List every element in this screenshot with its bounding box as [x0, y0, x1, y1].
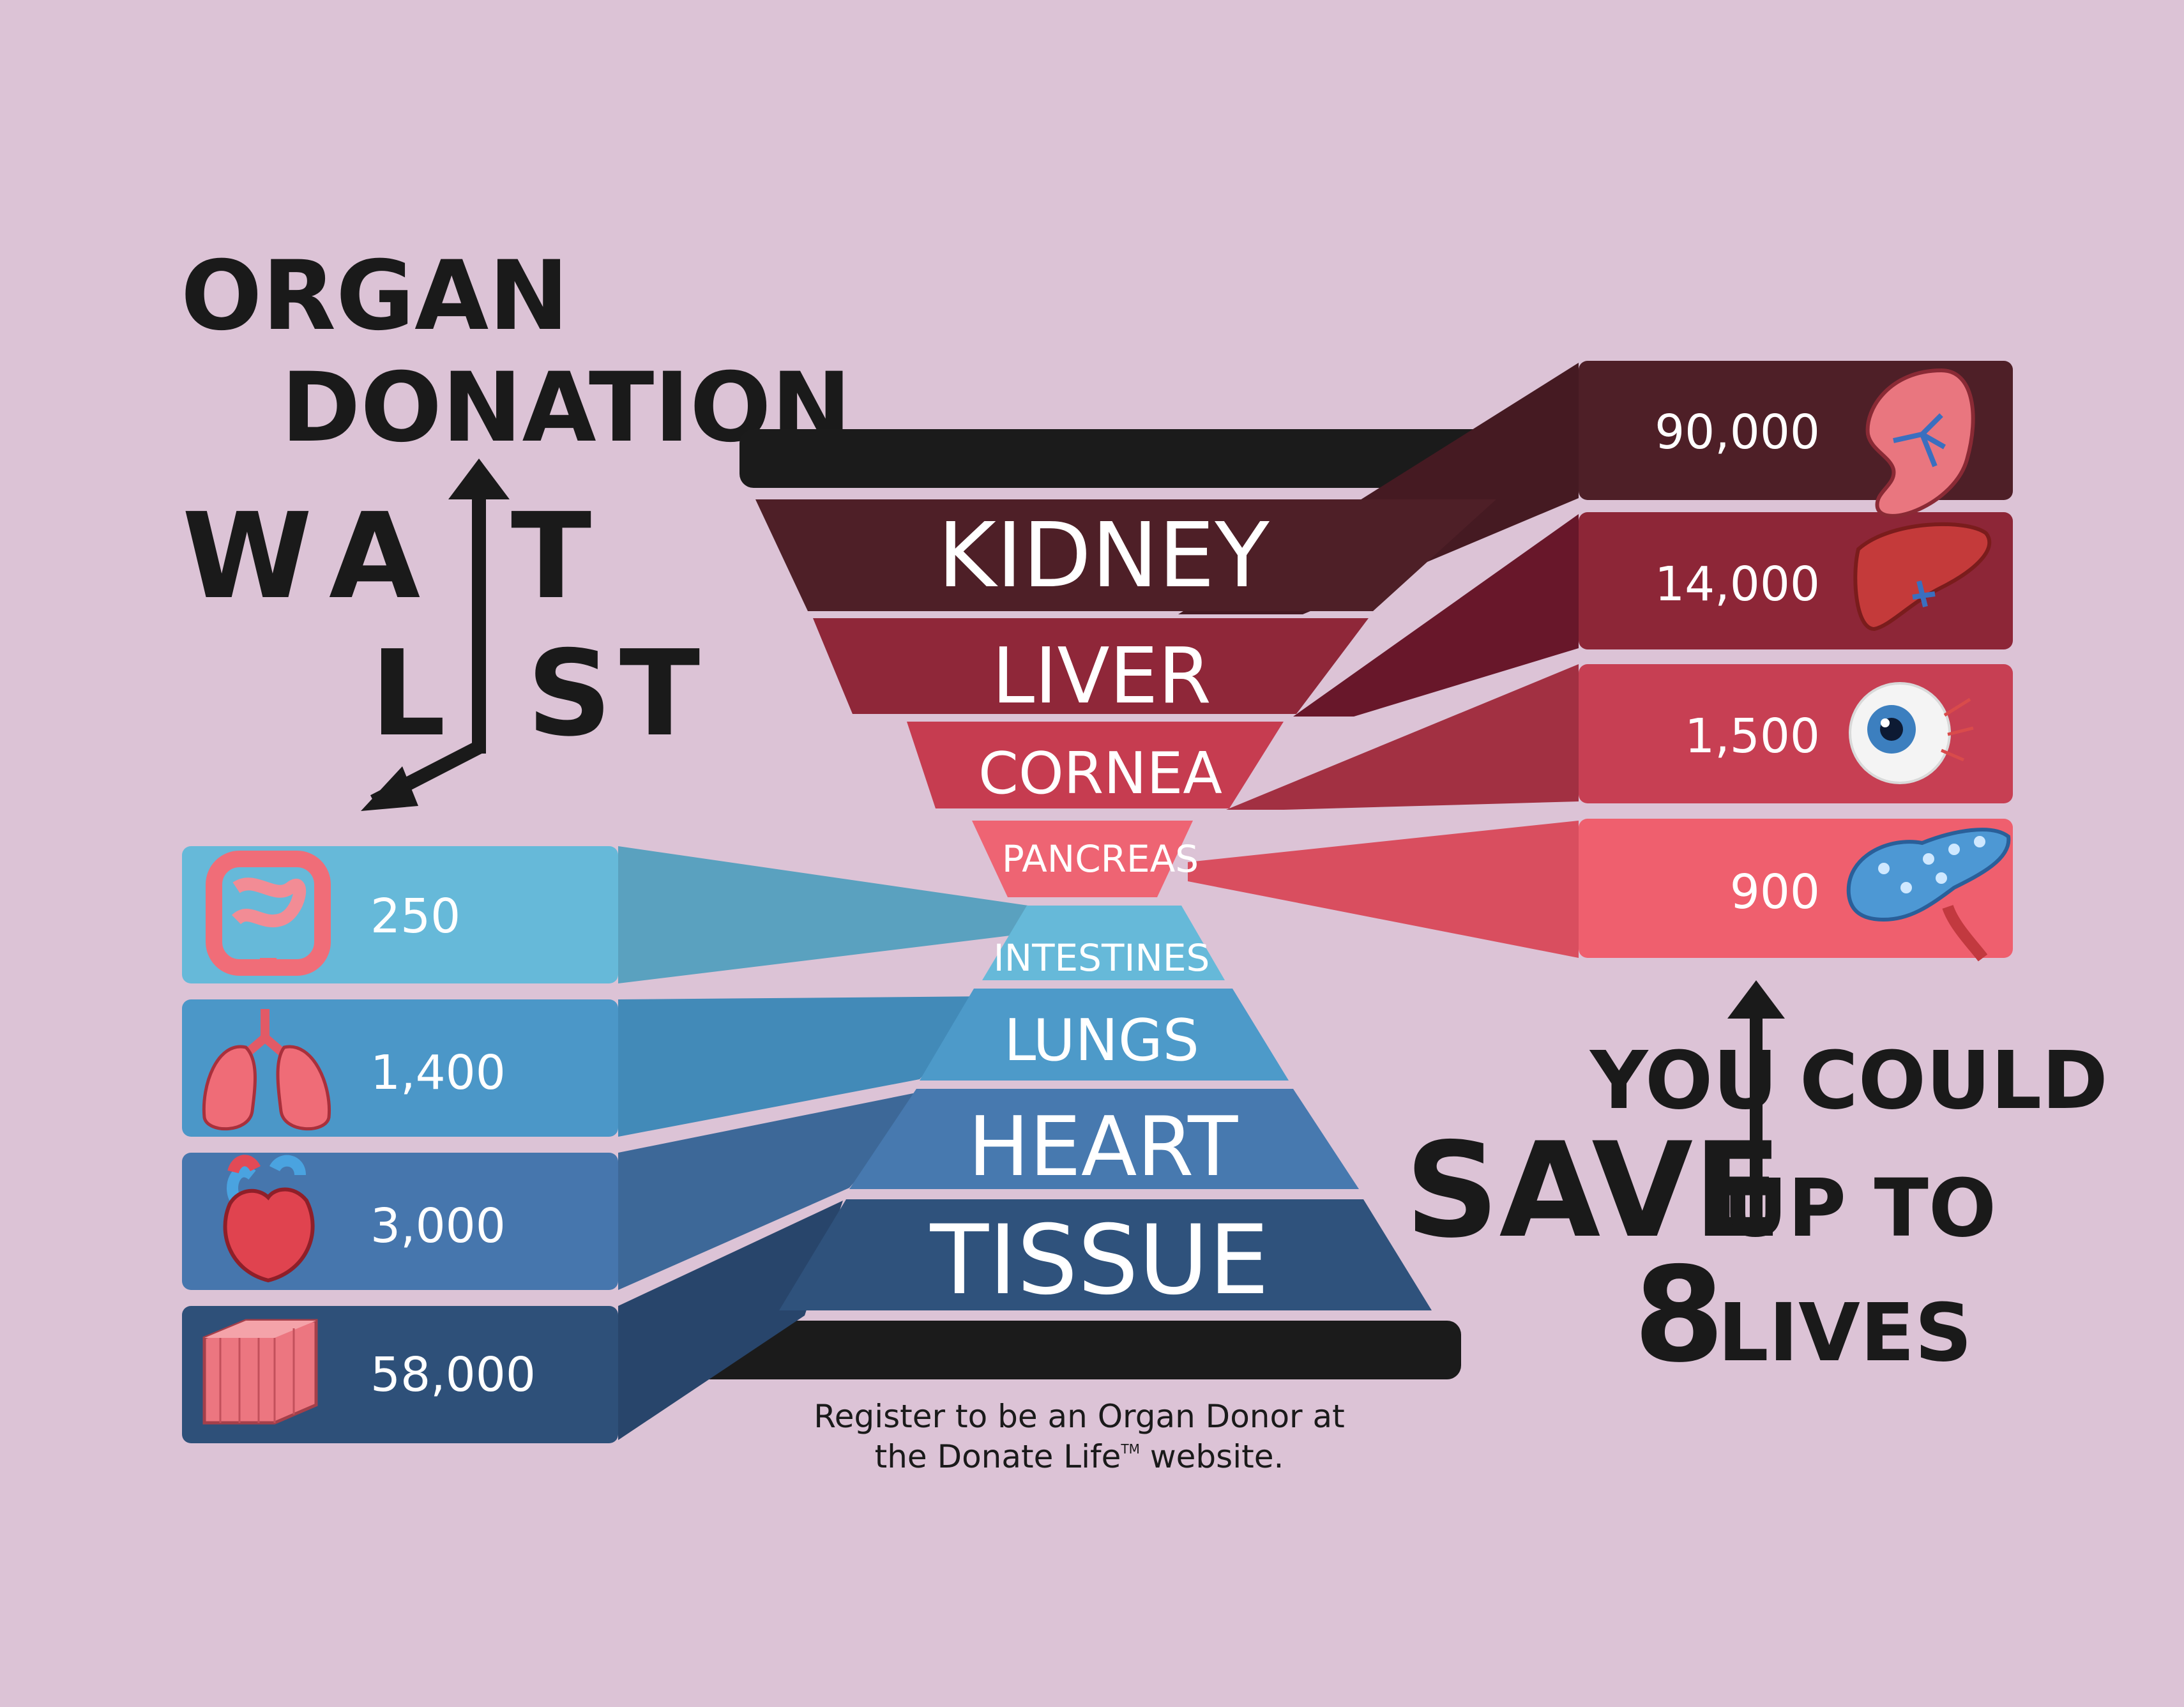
value-heart: 3,000	[370, 1199, 506, 1254]
label-cornea: CORNEA	[978, 740, 1222, 807]
title-organ: ORGAN	[181, 241, 569, 352]
bottom-funnel: INTESTINES LUNGS HEART TISSUE	[779, 906, 1432, 1316]
funnel-top-bar	[739, 429, 1531, 488]
funnel-tissue	[779, 1199, 1432, 1310]
label-lungs: LUNGS	[1004, 1007, 1199, 1074]
title-wait-a: A	[329, 487, 420, 625]
eye-icon	[1849, 682, 1974, 784]
value-liver: 14,000	[1655, 557, 1820, 612]
liver-icon	[1853, 522, 1992, 632]
funnel-intestines	[982, 906, 1225, 980]
footer-line2-a: the Donate Life	[875, 1438, 1121, 1475]
top-funnel: KIDNEY LIVER CORNEA PANCREAS	[755, 499, 1496, 897]
slogan-block: YOU COULD SAVE UP TO 8 LIVES	[1405, 980, 2108, 1392]
funnel-cornea	[907, 722, 1284, 808]
slogan-up-to: UP TO	[1723, 1162, 1996, 1255]
slogan-eight: 8	[1634, 1240, 1725, 1392]
title-block: ORGAN DONATION W A T L S T	[181, 241, 851, 811]
value-pancreas: 900	[1730, 865, 1820, 920]
funnel-heart	[849, 1089, 1359, 1189]
footer-line2: the Donate LifeTM website.	[875, 1438, 1284, 1475]
funnel-liver	[813, 618, 1369, 714]
slogan-you: YOU	[1589, 1035, 1778, 1127]
arrow-up-icon	[448, 459, 510, 754]
label-tissue: TISSUE	[930, 1205, 1270, 1316]
kidney-icon	[1865, 368, 1975, 518]
footer-line2-b: website.	[1140, 1438, 1284, 1475]
slogan-lives: LIVES	[1718, 1287, 1972, 1379]
funnel-bottom-bar	[683, 1321, 1461, 1379]
label-kidney: KIDNEY	[937, 504, 1270, 608]
tissue-icon	[202, 1319, 318, 1425]
slogan-arrow-up-icon	[1727, 980, 1785, 1229]
label-intestines: INTESTINES	[994, 936, 1210, 980]
lungs-icon	[202, 1009, 331, 1131]
right-value-boxes: 90,000 14,000 1,500 900	[1579, 361, 2013, 962]
footer-line1: Register to be an Organ Donor at	[814, 1398, 1345, 1435]
slogan-save: SAVE	[1405, 1115, 1782, 1267]
title-wait-t: T	[511, 487, 591, 625]
title-list-s: S	[527, 625, 612, 762]
footer-tm: TM	[1120, 1441, 1139, 1457]
arrow-down-left-icon	[361, 741, 483, 811]
title-list-l: L	[370, 625, 446, 762]
funnel-pancreas	[972, 821, 1193, 897]
value-intestines: 250	[370, 889, 460, 944]
title-list-t: T	[619, 625, 700, 762]
pancreas-icon	[1846, 828, 2011, 962]
label-pancreas: PANCREAS	[1002, 837, 1199, 881]
funnel-kidney	[755, 499, 1496, 611]
left-value-boxes: 250 1,400 3,000 58,000	[182, 846, 618, 1443]
slogan-could: COULD	[1800, 1035, 2108, 1127]
value-tissue: 58,000	[370, 1347, 536, 1402]
funnel-lungs	[920, 989, 1289, 1081]
value-kidney: 90,000	[1655, 405, 1820, 460]
intestines-icon	[206, 851, 331, 976]
label-heart: HEART	[968, 1100, 1238, 1195]
bottom-connectors	[618, 846, 1028, 1440]
title-wait-w: W	[182, 487, 312, 625]
heart-icon	[223, 1155, 315, 1283]
footer: Register to be an Organ Donor at the Don…	[814, 1398, 1345, 1475]
value-cornea: 1,500	[1685, 709, 1820, 764]
value-lungs: 1,400	[370, 1045, 506, 1100]
label-liver: LIVER	[992, 632, 1211, 721]
